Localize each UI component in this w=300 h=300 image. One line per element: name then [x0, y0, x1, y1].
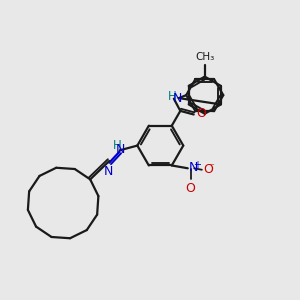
Text: H: H	[113, 139, 122, 152]
Text: ⁻: ⁻	[208, 162, 214, 172]
Text: +: +	[193, 160, 201, 170]
Text: N: N	[104, 165, 113, 178]
Text: O: O	[203, 163, 213, 176]
Text: H: H	[167, 90, 176, 103]
Text: O: O	[185, 182, 195, 195]
Text: N: N	[173, 92, 182, 105]
Text: CH₃: CH₃	[195, 52, 214, 62]
Text: O: O	[196, 107, 206, 120]
Text: N: N	[116, 143, 125, 156]
Text: N: N	[188, 161, 198, 174]
